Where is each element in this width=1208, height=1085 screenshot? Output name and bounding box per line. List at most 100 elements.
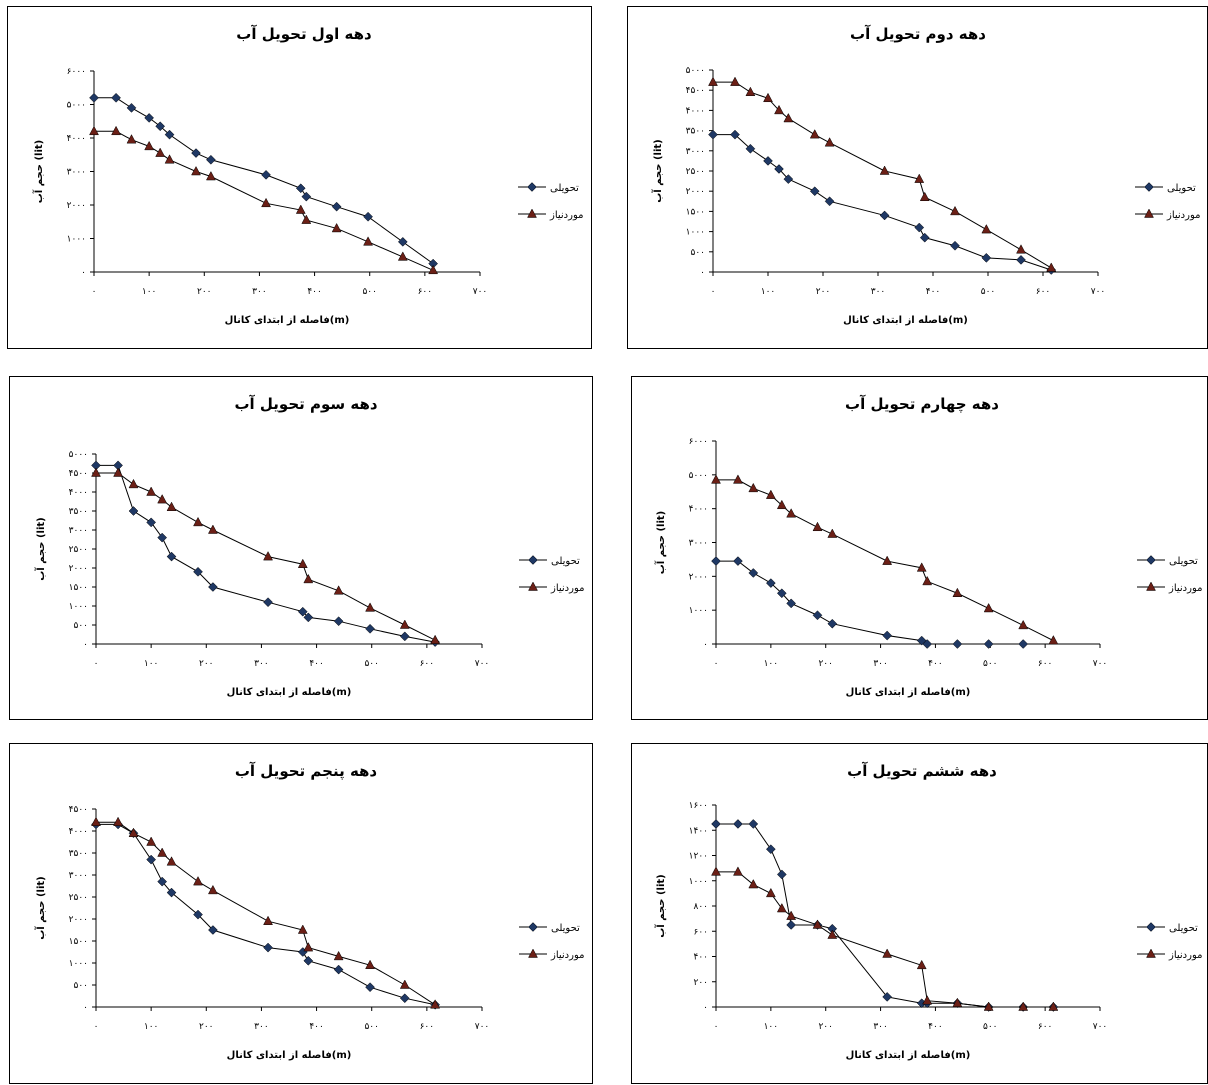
chart-svg: دهه چهارم تحویل آب۰۱۰۰۰۲۰۰۰۳۰۰۰۴۰۰۰۵۰۰۰۶… — [654, 395, 1202, 698]
data-point — [263, 551, 273, 561]
y-tick-label: ۵۰۰ — [73, 621, 88, 631]
x-tick-label: ۳۰۰ — [873, 1022, 888, 1032]
data-point — [763, 156, 773, 166]
x-tick-label: ۴۰۰ — [309, 659, 324, 669]
data-point — [297, 924, 308, 934]
legend-label: تحویلی — [1169, 923, 1198, 934]
data-point — [748, 482, 759, 493]
data-point — [916, 959, 927, 970]
data-point — [748, 819, 759, 829]
data-point — [914, 173, 925, 183]
y-tick-label: ۵۰۰ — [73, 981, 88, 991]
y-tick-label: ۱۰۰۰ — [686, 228, 705, 238]
data-point — [786, 910, 797, 920]
data-point — [430, 999, 441, 1009]
y-tick-label: ۴۰۰۰ — [689, 505, 708, 515]
data-point — [1048, 635, 1059, 645]
data-point — [261, 169, 271, 180]
series-required — [91, 467, 441, 644]
y-axis-label: حجم آب (lit) — [32, 140, 45, 203]
y-tick-label: ۴۰۰ — [693, 953, 708, 963]
x-tick-label: ۵۰۰ — [983, 1022, 998, 1032]
y-tick-label: ۶۰۰ — [693, 927, 708, 937]
data-point — [144, 140, 155, 151]
x-tick-label: ۲۰۰ — [199, 1022, 214, 1032]
data-point — [263, 915, 273, 925]
data-point — [766, 578, 776, 588]
y-tick-label: ۴۵۰۰ — [69, 469, 88, 479]
data-point — [914, 222, 925, 233]
x-tick-label: ۴۰۰ — [307, 287, 322, 297]
legend-marker — [528, 922, 538, 932]
legend-label: موردنیاز — [1166, 210, 1200, 221]
legend-marker — [1146, 922, 1156, 932]
x-tick-label: ۳۰۰ — [254, 1022, 269, 1032]
y-tick-label: ۸۰۰ — [693, 902, 708, 912]
series-required — [708, 76, 1057, 272]
y-tick-label: ۲۰۰۰ — [69, 564, 88, 574]
chart-svg: دهه اول تحویل آب۰۱۰۰۰۲۰۰۰۳۰۰۰۴۰۰۰۵۰۰۰۶۰۰… — [32, 25, 583, 326]
chart-svg: دهه دوم تحویل آب۰۵۰۰۱۰۰۰۱۵۰۰۲۰۰۰۲۵۰۰۳۰۰۰… — [651, 25, 1200, 326]
y-tick-label: ۲۰۰۰ — [689, 572, 708, 582]
data-point — [809, 129, 820, 139]
data-point — [155, 121, 166, 132]
series-required — [711, 474, 1059, 645]
data-point — [295, 204, 306, 214]
x-axis-label: فاصله از ابتدای کانال(m) — [843, 315, 968, 326]
series-line — [96, 464, 436, 643]
y-tick-label: ۱۵۰۰ — [69, 583, 88, 593]
data-point — [786, 508, 797, 518]
x-axis-label: فاصله از ابتدای کانال(m) — [227, 1050, 352, 1061]
data-point — [207, 884, 218, 895]
data-point — [128, 506, 139, 516]
data-point — [126, 134, 137, 144]
data-point — [399, 631, 410, 642]
x-tick-label: ۷۰۰ — [475, 1022, 490, 1032]
y-tick-label: ۵۰۰۰ — [69, 450, 88, 460]
data-point — [111, 125, 121, 136]
x-axis-label: فاصله از ابتدای کانال(m) — [225, 315, 350, 326]
chart-title: دهه سوم تحویل آب — [234, 395, 377, 413]
data-point — [164, 129, 175, 140]
data-point — [708, 76, 718, 86]
data-point — [193, 909, 203, 920]
legend: تحویلی موردنیاز — [1137, 555, 1202, 594]
y-axis-label: حجم آب (lit) — [651, 139, 664, 202]
legend-label: تحویلی — [1167, 183, 1196, 194]
data-point — [882, 555, 893, 565]
y-tick-label: ۲۰۰۰ — [686, 187, 705, 197]
data-point — [146, 517, 156, 528]
data-point — [733, 556, 743, 566]
data-point — [333, 964, 344, 975]
x-tick-label: ۷۰۰ — [475, 659, 490, 669]
y-tick-label: ۱۴۰۰ — [689, 826, 708, 836]
x-tick-label: ۰ — [92, 287, 97, 297]
data-point — [430, 634, 441, 644]
data-point — [1018, 619, 1029, 630]
x-tick-label: ۱۰۰ — [144, 1022, 159, 1032]
x-tick-label: ۷۰۰ — [1093, 659, 1108, 669]
data-point — [331, 201, 342, 212]
data-point — [952, 587, 963, 597]
data-point — [365, 982, 375, 993]
y-axis-label: حجم آب (lit) — [654, 511, 667, 574]
legend-marker — [1146, 581, 1156, 591]
legend-label: موردنیاز — [550, 583, 584, 594]
y-tick-label: ۲۵۰۰ — [69, 545, 88, 555]
data-point — [144, 113, 154, 123]
data-point — [261, 197, 271, 208]
data-point — [774, 164, 784, 174]
data-point — [399, 979, 410, 989]
y-tick-label: ۴۰۰۰ — [686, 106, 705, 116]
x-tick-label: ۶۰۰ — [1038, 1022, 1053, 1032]
data-point — [776, 499, 787, 510]
x-axis-label: فاصله از ابتدای کانال(m) — [846, 1050, 971, 1061]
data-point — [301, 214, 312, 224]
data-point — [303, 942, 314, 952]
y-tick-label: ۳۵۰۰ — [69, 849, 88, 859]
data-point — [363, 211, 373, 222]
x-tick-label: ۴۰۰ — [928, 1022, 943, 1032]
data-point — [783, 112, 794, 123]
series-line — [716, 823, 1054, 1008]
legend-marker — [528, 948, 538, 958]
